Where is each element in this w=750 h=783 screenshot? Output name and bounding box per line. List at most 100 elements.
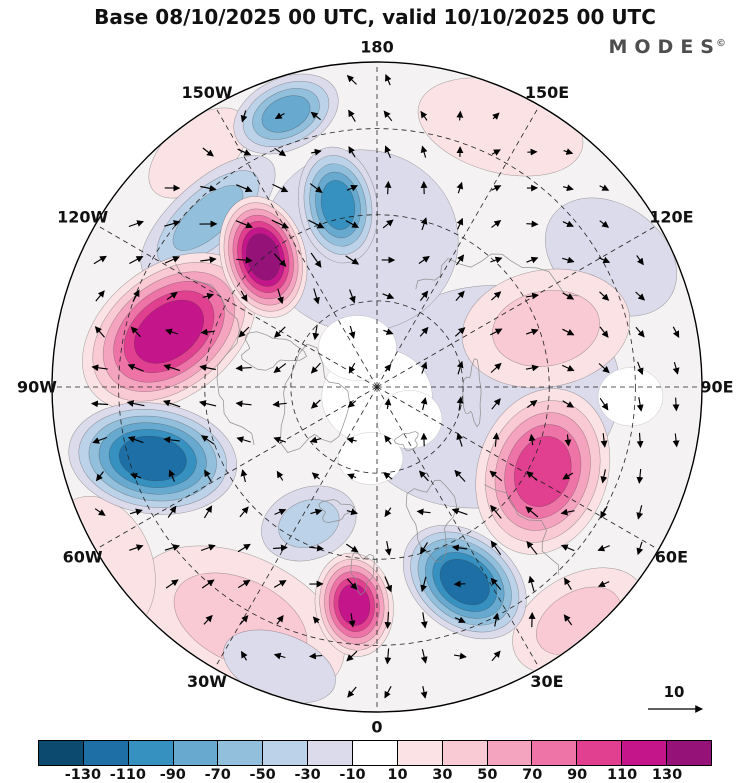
colorbar-cell [622, 741, 668, 765]
wind-arrow [312, 616, 321, 624]
wind-arrow [418, 470, 429, 482]
wind-arrow [599, 397, 609, 411]
longitude-label: 0 [371, 718, 382, 737]
wind-arrow [598, 256, 611, 264]
wind-arrow [491, 398, 501, 410]
wind-arrow [454, 469, 466, 482]
wind-vectors [90, 74, 680, 699]
wind-arrow [273, 436, 286, 444]
colorbar-cell [308, 741, 354, 765]
wind-arrow [130, 472, 142, 480]
wind-arrow [345, 255, 360, 265]
longitude-label: 30E [530, 672, 563, 691]
longitude-label: 120W [57, 208, 108, 227]
wind-arrow [128, 220, 144, 228]
wind-arrow [164, 256, 180, 264]
wind-arrow [130, 326, 142, 338]
wind-arrow [235, 364, 252, 372]
wind-arrow [95, 290, 105, 302]
wind-arrow [560, 544, 575, 552]
wind-arrow [309, 183, 323, 193]
wind-arrow [490, 540, 502, 556]
wind-arrow [599, 326, 609, 338]
wind-arrow [271, 219, 290, 229]
wind-arrow [490, 362, 502, 373]
colorbar-cell [353, 741, 398, 765]
wind-arrow [276, 614, 284, 625]
wind-arrow [311, 148, 322, 156]
wind-arrow [420, 649, 428, 664]
wind-arrow [560, 508, 575, 516]
longitude-label: 60E [655, 548, 688, 567]
wind-arrow [562, 292, 575, 300]
wind-arrow [132, 289, 140, 302]
wind-arrow [348, 146, 356, 158]
wind-arrow [419, 326, 429, 337]
wind-arrow [420, 542, 428, 555]
longitude-label: 180 [360, 38, 393, 57]
longitude-label: 120E [649, 208, 693, 227]
wind-arrow [235, 400, 252, 408]
wind-arrow [274, 326, 286, 338]
wind-arrow [92, 436, 108, 444]
wind-arrow [347, 400, 357, 408]
colorbar-tick-label: -90 [159, 767, 186, 783]
wind-arrow [384, 435, 392, 445]
wind-arrow [313, 288, 320, 305]
colorbar-cell [39, 741, 84, 765]
wind-arrow [348, 325, 356, 339]
wind-arrow [203, 614, 213, 625]
wind-arrow [636, 397, 644, 412]
wind-arrow [636, 468, 644, 484]
wind-arrow [491, 650, 501, 662]
wind-arrow [451, 544, 468, 552]
colorbar-tick-label: 30 [432, 767, 453, 783]
wind-arrow [382, 292, 395, 300]
reference-vector-label: 10 [664, 683, 685, 701]
wind-arrow [165, 328, 179, 336]
wind-arrow [240, 290, 248, 302]
wind-arrow [129, 544, 144, 551]
colorbar-tick-label: 70 [522, 767, 543, 783]
wind-arrow [129, 508, 143, 516]
wind-arrow [236, 184, 253, 193]
wind-arrow [636, 505, 644, 520]
wind-arrow [420, 145, 428, 158]
copyright-mark-icon: © [716, 37, 726, 49]
longitude-label: 60W [63, 548, 103, 567]
wind-arrow [635, 291, 646, 301]
wind-arrow [420, 685, 428, 699]
wind-arrow [598, 363, 610, 374]
wind-arrow [238, 326, 250, 338]
wind-arrow [455, 290, 465, 301]
wind-arrow [492, 112, 500, 120]
wind-arrow [91, 364, 108, 372]
anomaly-contour [514, 436, 572, 507]
wind-arrow [274, 147, 287, 157]
wind-arrow [526, 470, 538, 481]
wind-arrow [561, 364, 575, 372]
colorbar-cell [532, 741, 578, 765]
wind-arrow [202, 292, 215, 300]
wind-arrow [456, 360, 464, 375]
wind-arrow [492, 432, 500, 447]
longitude-label: 90E [700, 378, 733, 397]
zero-anomaly-region [318, 315, 397, 381]
wind-arrow [562, 400, 575, 408]
wind-arrow [345, 220, 360, 228]
colorbar-tick-label: -10 [339, 767, 366, 783]
wind-arrow [635, 326, 645, 338]
colorbar-cells [38, 740, 712, 766]
colorbar-cell [83, 741, 129, 765]
wind-arrow [163, 436, 180, 444]
wind-arrow [93, 255, 107, 265]
longitude-label: 150E [525, 83, 569, 102]
wind-arrow [348, 109, 356, 122]
wind-arrow [562, 184, 574, 192]
wind-arrow [490, 256, 503, 264]
wind-arrow [167, 505, 177, 518]
wind-arrow [200, 256, 217, 264]
wind-arrow [166, 291, 178, 301]
wind-arrow [236, 436, 251, 444]
